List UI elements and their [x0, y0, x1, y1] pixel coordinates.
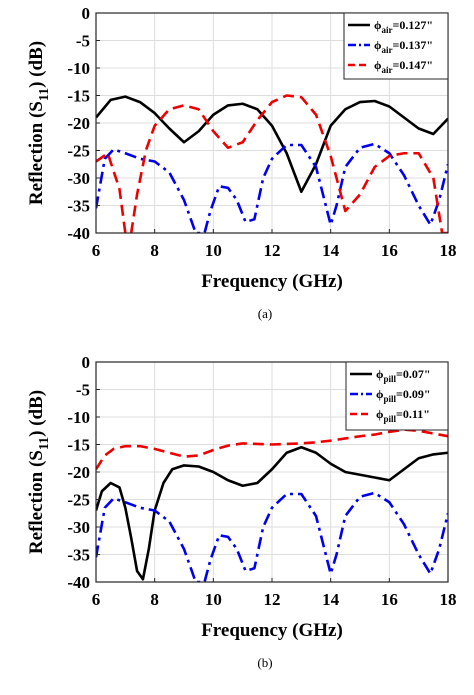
- legend-entry-1: ϕpill=0.07": [376, 367, 431, 384]
- x-tick-label: 16: [381, 241, 398, 260]
- legend: ϕair=0.127" ϕair=0.137" ϕair=0.147": [343, 12, 449, 80]
- x-tick-label: 8: [150, 241, 159, 260]
- x-tick-label: 18: [440, 590, 457, 609]
- x-tick-label: 6: [92, 241, 101, 260]
- legend-entry-2: ϕair=0.137": [374, 38, 433, 55]
- y-tick-label: -30: [67, 169, 90, 188]
- chart-panel-1: 6 8 10 12 14 16 18 0 -5 -10 -15 -20 -25 -30 -35 -40 Freq…: [26, 4, 457, 321]
- y-tick-label: -40: [67, 224, 90, 243]
- x-tick-label: 10: [205, 241, 222, 260]
- legend-box: [343, 12, 449, 80]
- y-axis-title: Reflection (S11) (dB): [26, 41, 52, 205]
- x-tick-label: 10: [205, 590, 222, 609]
- x-tick-label: 16: [381, 590, 398, 609]
- legend-entry-3: ϕpill=0.11": [376, 407, 430, 424]
- x-tick-label: 14: [322, 590, 340, 609]
- legend-entry-3: ϕair=0.147": [374, 58, 433, 75]
- x-tick-label: 18: [440, 241, 457, 260]
- y-tick-label: -20: [67, 114, 90, 133]
- x-tick-label: 8: [150, 590, 159, 609]
- series-line-2: [96, 142, 448, 233]
- series-line-1: [96, 95, 448, 194]
- y-tick-label: -15: [67, 436, 90, 455]
- panel-caption: (a): [258, 306, 272, 321]
- x-axis-title: Frequency (GHz): [201, 271, 343, 292]
- y-tick-label: -35: [67, 197, 90, 216]
- chart-panel-2: 6 8 10 12 14 16 18 0 -5 -10 -15 -20 -25 -30 -35 -40 Freq…: [26, 353, 457, 670]
- y-tick-label: -40: [67, 573, 90, 592]
- series-line-3: [96, 94, 448, 233]
- x-tick-label: 12: [264, 241, 281, 260]
- y-tick-label: -10: [67, 408, 90, 427]
- legend-entry-1: ϕair=0.127": [374, 18, 433, 35]
- y-tick-label: -25: [67, 491, 90, 510]
- y-tick-label: -10: [67, 59, 90, 78]
- y-tick-label: -5: [76, 381, 90, 400]
- series-line-2: [96, 491, 448, 582]
- panel-caption: (b): [257, 655, 272, 670]
- y-tick-label: -30: [67, 518, 90, 537]
- y-axis-title: Reflection (S11) (dB): [26, 390, 52, 554]
- y-tick-label: -15: [67, 87, 90, 106]
- y-tick-label: -20: [67, 463, 90, 482]
- y-tick-label: -5: [76, 32, 90, 51]
- legend: ϕpill=0.07" ϕpill=0.09" ϕpill=0.11": [345, 361, 449, 431]
- y-tick-label: -25: [67, 142, 90, 161]
- x-axis-title: Frequency (GHz): [201, 620, 343, 641]
- x-tick-label: 14: [322, 241, 340, 260]
- legend-entry-2: ϕpill=0.09": [376, 387, 431, 404]
- x-tick-label: 12: [264, 590, 281, 609]
- x-tick-label: 6: [92, 590, 101, 609]
- y-tick-label: 0: [82, 353, 91, 372]
- series-line-1: [96, 445, 448, 581]
- y-tick-label: 0: [82, 4, 91, 23]
- y-tick-label: -35: [67, 546, 90, 565]
- series-line-3: [96, 428, 448, 470]
